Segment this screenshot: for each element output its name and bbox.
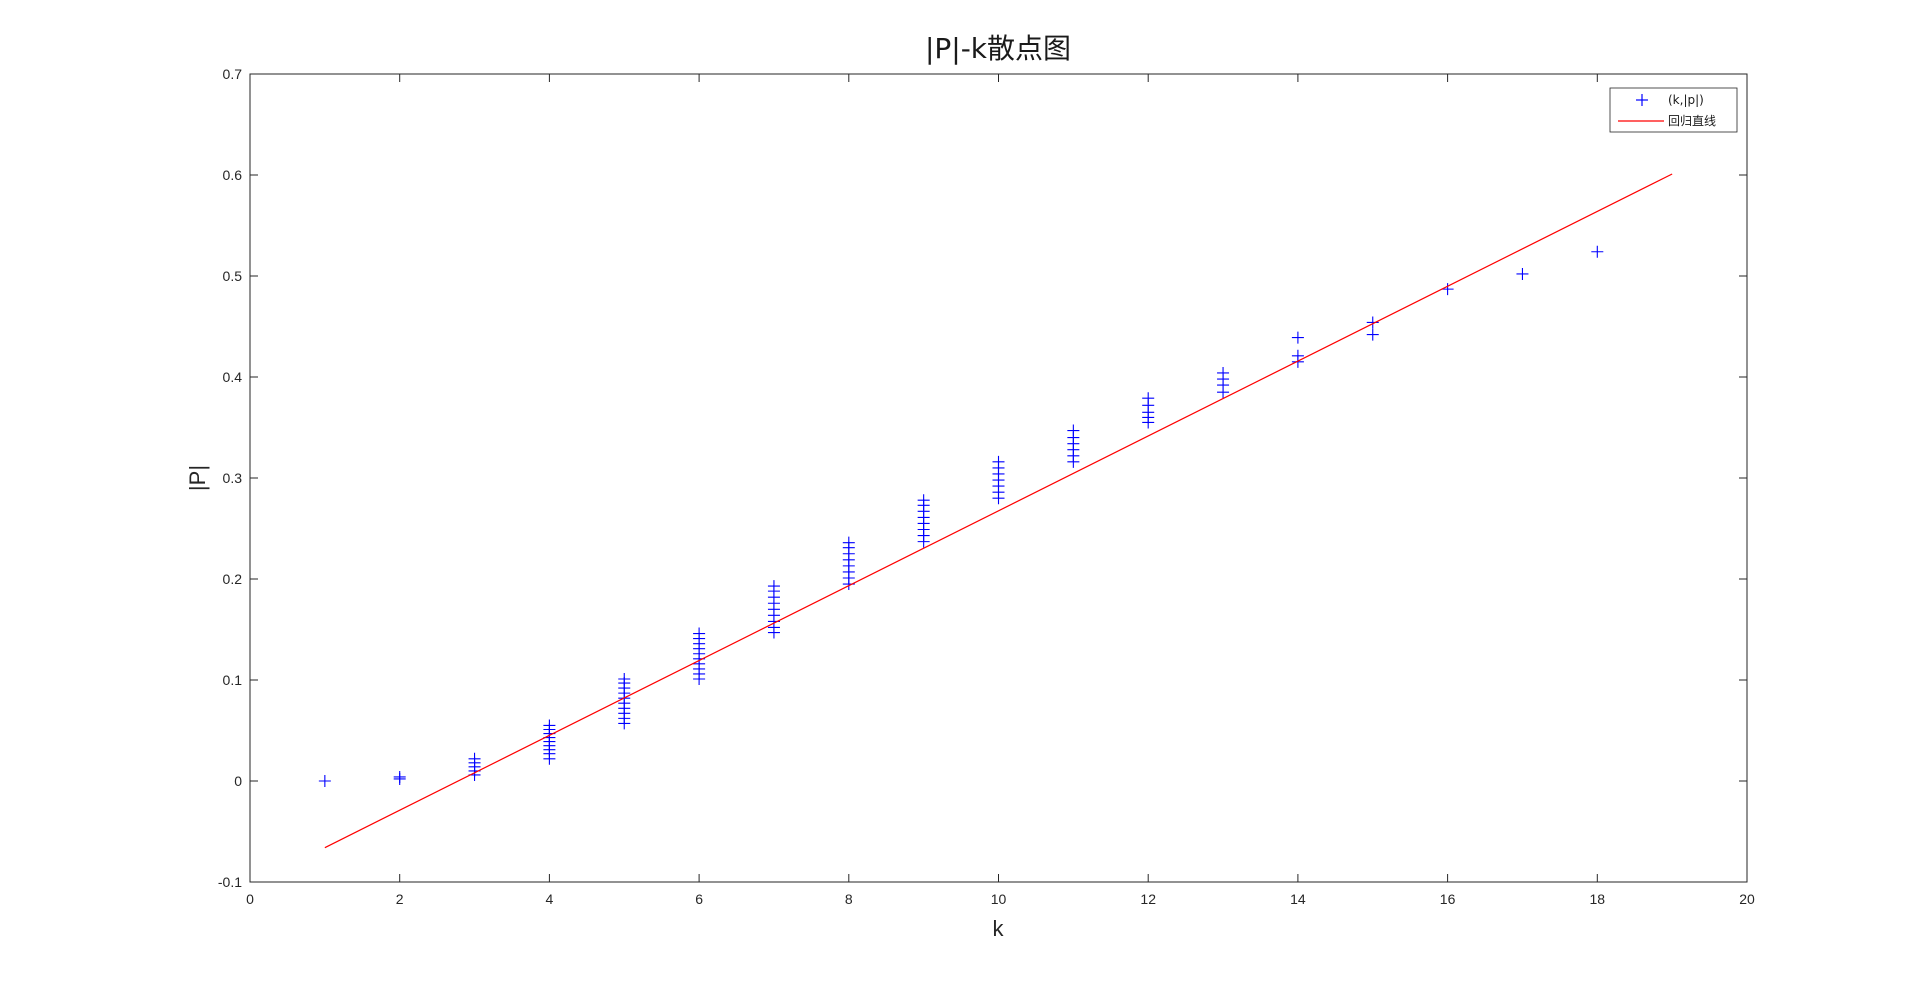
x-tick-label: 6 (695, 891, 703, 907)
y-tick-label: -0.1 (218, 874, 242, 890)
scatter-point (1142, 392, 1155, 405)
y-tick-label: 0.2 (223, 571, 243, 587)
legend-label-line: 回归直线 (1668, 114, 1716, 128)
x-axis-title: k (993, 916, 1005, 941)
legend-marker-scatter (1636, 94, 1648, 106)
scatter-point (393, 770, 406, 783)
y-tick-label: 0.7 (223, 66, 243, 82)
scatter-point (1366, 316, 1379, 329)
x-tick-label: 8 (845, 891, 853, 907)
scatter-point (318, 775, 331, 787)
y-tick-label: 0.4 (223, 369, 243, 385)
scatter-point (917, 494, 930, 507)
series-layer (318, 173, 1673, 849)
scatter-point (1516, 267, 1529, 280)
scatter-point (767, 580, 780, 593)
x-tick-label: 12 (1140, 891, 1156, 907)
y-tick-label: 0.3 (223, 470, 243, 486)
y-axis-ticks: -0.1 0 0.1 0.2 0.3 0.4 0.5 0.6 0.7 (218, 66, 1747, 890)
scatter-point (992, 455, 1005, 468)
y-tick-label: 0.6 (223, 167, 243, 183)
legend-box (1609, 87, 1738, 133)
x-tick-label: 0 (246, 891, 254, 907)
y-axis-title: |P| (185, 465, 210, 491)
scatter-point (693, 627, 706, 640)
x-tick-label: 4 (546, 891, 554, 907)
chart-title: |P|-k散点图 (925, 32, 1071, 65)
scatter-point (1067, 424, 1080, 437)
y-tick-label: 0.5 (223, 268, 243, 284)
y-tick-label: 0 (234, 773, 242, 789)
scatter-point (1441, 283, 1454, 296)
y-tick-label: 0.1 (223, 672, 243, 688)
x-axis-ticks: 0 2 4 6 8 10 12 14 16 18 20 (246, 74, 1755, 907)
x-tick-label: 14 (1290, 891, 1306, 907)
x-tick-label: 10 (991, 891, 1007, 907)
scatter-point (1291, 331, 1304, 344)
scatter-point (842, 536, 855, 549)
x-tick-label: 18 (1590, 891, 1606, 907)
x-tick-label: 2 (396, 891, 404, 907)
scatter-point (468, 752, 481, 765)
scatter-point (1291, 349, 1304, 362)
scatter-point (1366, 328, 1379, 341)
x-tick-label: 16 (1440, 891, 1456, 907)
legend-label-scatter: (k,|p|) (1668, 93, 1704, 107)
scatter-point (1217, 366, 1230, 379)
legend: (k,|p|) 回归直线 (1609, 87, 1738, 133)
regression-line (324, 173, 1673, 849)
scatter-point (543, 719, 556, 732)
scatter-point (1591, 245, 1604, 258)
x-tick-label: 20 (1739, 891, 1755, 907)
scatter-point (618, 672, 631, 685)
